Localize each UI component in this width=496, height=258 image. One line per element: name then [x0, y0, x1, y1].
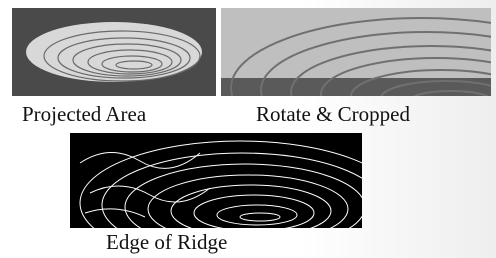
- rotated-image: [221, 8, 491, 96]
- projected-image: [12, 8, 216, 96]
- figure: Projected Area Rotate & Cropped Edge of …: [0, 0, 496, 258]
- edge-image: [70, 133, 362, 228]
- caption-edge: Edge of Ridge: [106, 230, 227, 255]
- caption-projected: Projected Area: [22, 102, 146, 127]
- caption-rotated: Rotate & Cropped: [256, 102, 410, 127]
